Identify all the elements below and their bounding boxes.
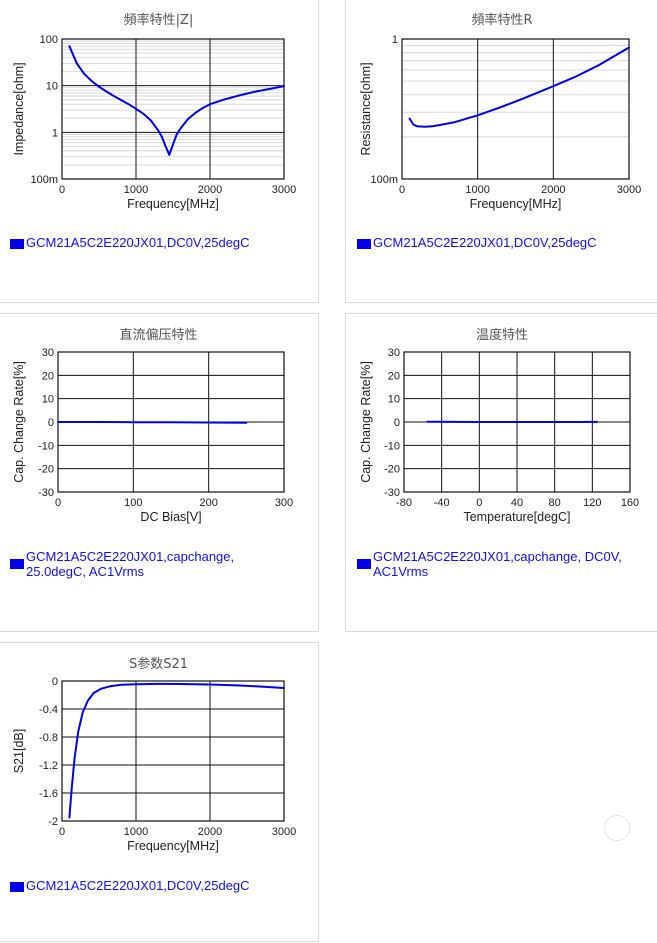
- legend-swatch: [10, 239, 24, 249]
- series-line: [410, 48, 629, 127]
- legend-label: GCM21A5C2E220JX01,DC0V,25degC: [373, 235, 597, 250]
- y-tick-label: 100m: [370, 174, 398, 186]
- series-line: [58, 422, 246, 423]
- chart-legend[interactable]: GCM21A5C2E220JX01,DC0V,25degC: [10, 878, 250, 893]
- series-line: [69, 684, 284, 818]
- y-axis-label: Resistance[ohm]: [359, 62, 373, 155]
- legend-swatch: [357, 559, 371, 569]
- chart-legend[interactable]: GCM21A5C2E220JX01,capchange, DC0V, AC1Vr…: [357, 549, 653, 579]
- x-tick-label: 0: [55, 497, 61, 509]
- chart-legend[interactable]: GCM21A5C2E220JX01,DC0V,25degC: [10, 235, 250, 250]
- y-tick-label: 10: [46, 81, 58, 93]
- y-tick-label: 1: [52, 127, 58, 139]
- circle-button[interactable]: [604, 815, 630, 841]
- x-tick-label: -40: [434, 497, 450, 509]
- legend-swatch: [10, 559, 24, 569]
- chart-plot: 0 1000 2000 3000 100m 1 10 100 Frequency[MHz] Imp…: [0, 0, 320, 304]
- y-tick-label: -10: [384, 440, 400, 452]
- y-axis-label: Cap. Change Rate[%]: [359, 361, 373, 483]
- x-tick-label: 2000: [198, 184, 222, 196]
- y-tick-label: -0.8: [39, 732, 58, 744]
- y-axis-label: S21[dB]: [12, 729, 26, 773]
- y-tick-label: 0: [48, 417, 54, 429]
- plot-frame: [62, 681, 284, 821]
- legend-label: GCM21A5C2E220JX01,capchange, DC0V, AC1Vr…: [373, 549, 648, 579]
- chart-plot: 0 1000 2000 3000 -2 -1.6 -1.2 -0.8 -0.4 0 Frequenc…: [0, 643, 320, 943]
- chart-legend[interactable]: GCM21A5C2E220JX01,capchange, 25.0degC, A…: [10, 549, 300, 579]
- x-tick-label: 2000: [541, 184, 565, 196]
- y-tick-label: -0.4: [39, 704, 58, 716]
- y-axis-label: Impedance[ohm]: [12, 62, 26, 155]
- x-tick-label: 0: [59, 184, 65, 196]
- x-tick-label: 0: [476, 497, 482, 509]
- legend-label: GCM21A5C2E220JX01,capchange, 25.0degC, A…: [26, 549, 266, 579]
- x-tick-label: 40: [511, 497, 523, 509]
- y-tick-label: 10: [42, 394, 54, 406]
- y-tick-label: -1.6: [39, 788, 58, 800]
- y-tick-label: 20: [388, 370, 400, 382]
- y-tick-label: 30: [42, 347, 54, 359]
- chart-legend[interactable]: GCM21A5C2E220JX01,DC0V,25degC: [357, 235, 597, 250]
- y-axis-label: Cap. Change Rate[%]: [12, 361, 26, 483]
- y-tick-label: -1.2: [39, 760, 58, 772]
- y-tick-label: -30: [38, 487, 54, 499]
- x-tick-label: 3000: [272, 826, 296, 838]
- x-axis-label: DC Bias[V]: [140, 510, 201, 524]
- plot-frame: [402, 39, 629, 179]
- y-tick-label: -10: [38, 440, 54, 452]
- legend-label: GCM21A5C2E220JX01,DC0V,25degC: [26, 878, 250, 893]
- x-axis-label: Frequency[MHz]: [127, 197, 219, 211]
- x-axis-label: Frequency[MHz]: [127, 839, 219, 853]
- x-tick-label: 2000: [198, 826, 222, 838]
- x-tick-label: 120: [583, 497, 601, 509]
- x-tick-label: 300: [275, 497, 293, 509]
- x-tick-label: 200: [199, 497, 217, 509]
- y-tick-label: -20: [384, 464, 400, 476]
- chart-plot: 0 1000 2000 3000 100m 1 Frequency[MHz] Resistan…: [346, 0, 657, 304]
- y-tick-label: 10: [388, 394, 400, 406]
- x-tick-label: 1000: [465, 184, 489, 196]
- y-tick-label: 100: [40, 34, 58, 46]
- y-tick-label: 30: [388, 347, 400, 359]
- x-tick-label: 160: [621, 497, 639, 509]
- x-tick-label: 100: [124, 497, 142, 509]
- x-tick-label: 80: [549, 497, 561, 509]
- x-tick-label: 0: [399, 184, 405, 196]
- plot-frame: [62, 39, 284, 179]
- y-tick-label: 0: [52, 676, 58, 688]
- x-tick-label: 1000: [124, 826, 148, 838]
- y-tick-label: -2: [48, 816, 58, 828]
- legend-swatch: [357, 239, 371, 249]
- x-tick-label: 3000: [272, 184, 296, 196]
- x-axis-label: Frequency[MHz]: [470, 197, 562, 211]
- y-tick-label: 1: [392, 34, 398, 46]
- legend-label: GCM21A5C2E220JX01,DC0V,25degC: [26, 235, 250, 250]
- x-tick-label: 3000: [617, 184, 641, 196]
- chart-plot: 0 100 200 300 -30 -20 -10 0 10 20 30 DC Bias[V] Cap.…: [0, 314, 320, 633]
- legend-swatch: [10, 882, 24, 892]
- y-tick-label: 20: [42, 370, 54, 382]
- y-tick-label: -20: [38, 464, 54, 476]
- y-tick-label: 0: [394, 417, 400, 429]
- x-tick-label: 0: [59, 826, 65, 838]
- y-tick-label: 100m: [30, 174, 58, 186]
- y-tick-label: -30: [384, 487, 400, 499]
- x-axis-label: Temperature[degC]: [463, 510, 570, 524]
- x-tick-label: 1000: [124, 184, 148, 196]
- series-line: [69, 46, 284, 155]
